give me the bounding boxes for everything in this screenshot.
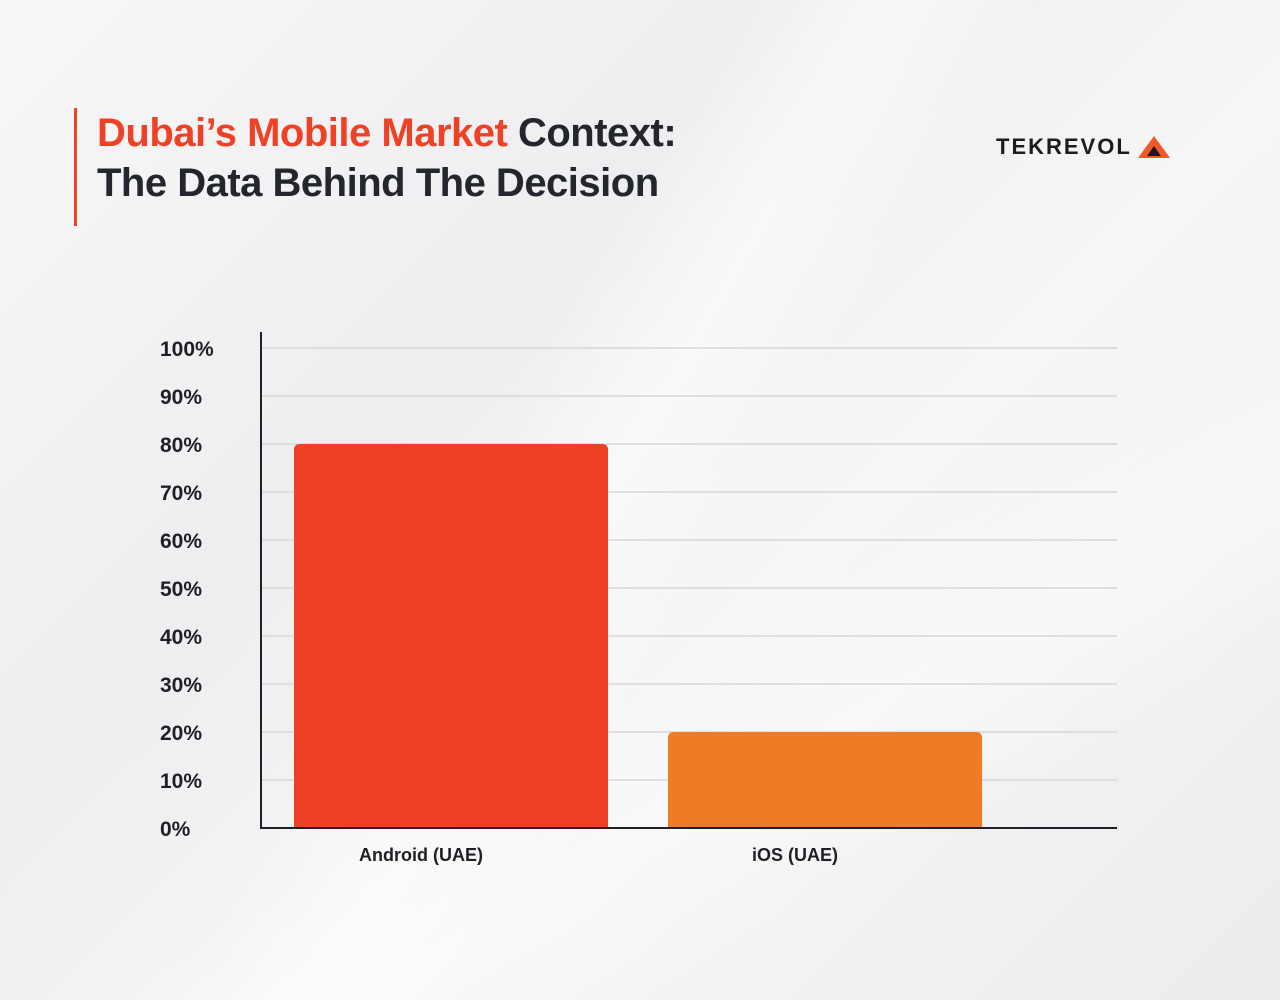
y-tick-label: 70% — [160, 482, 202, 505]
y-tick-label: 90% — [160, 386, 202, 409]
page-title: Dubai’s Mobile Market Context: The Data … — [74, 108, 677, 226]
y-tick-label: 20% — [160, 722, 202, 745]
y-tick-label: 0% — [160, 818, 191, 841]
bar-ios — [668, 732, 982, 828]
y-tick-label: 50% — [160, 578, 202, 601]
tekrevol-logo: TEKREVOL — [996, 134, 1172, 160]
title-line-1: Dubai’s Mobile Market Context: — [97, 108, 677, 158]
y-tick-label: 30% — [160, 674, 202, 697]
y-tick-label: 60% — [160, 530, 202, 553]
title-accent: Dubai’s Mobile Market — [97, 111, 508, 155]
logo-triangle-icon — [1137, 136, 1170, 158]
y-tick-label: 40% — [160, 626, 202, 649]
logo-text: TEKREVOL — [996, 134, 1132, 159]
title-rest: Context: — [507, 111, 677, 155]
y-tick-label: 80% — [160, 434, 202, 457]
bar-android — [294, 444, 608, 828]
y-tick-label: 100% — [160, 338, 214, 361]
x-category-label: Android (UAE) — [359, 845, 483, 865]
x-category-label: iOS (UAE) — [752, 845, 838, 865]
title-line-2: The Data Behind The Decision — [97, 161, 659, 205]
y-tick-label: 10% — [160, 770, 202, 793]
